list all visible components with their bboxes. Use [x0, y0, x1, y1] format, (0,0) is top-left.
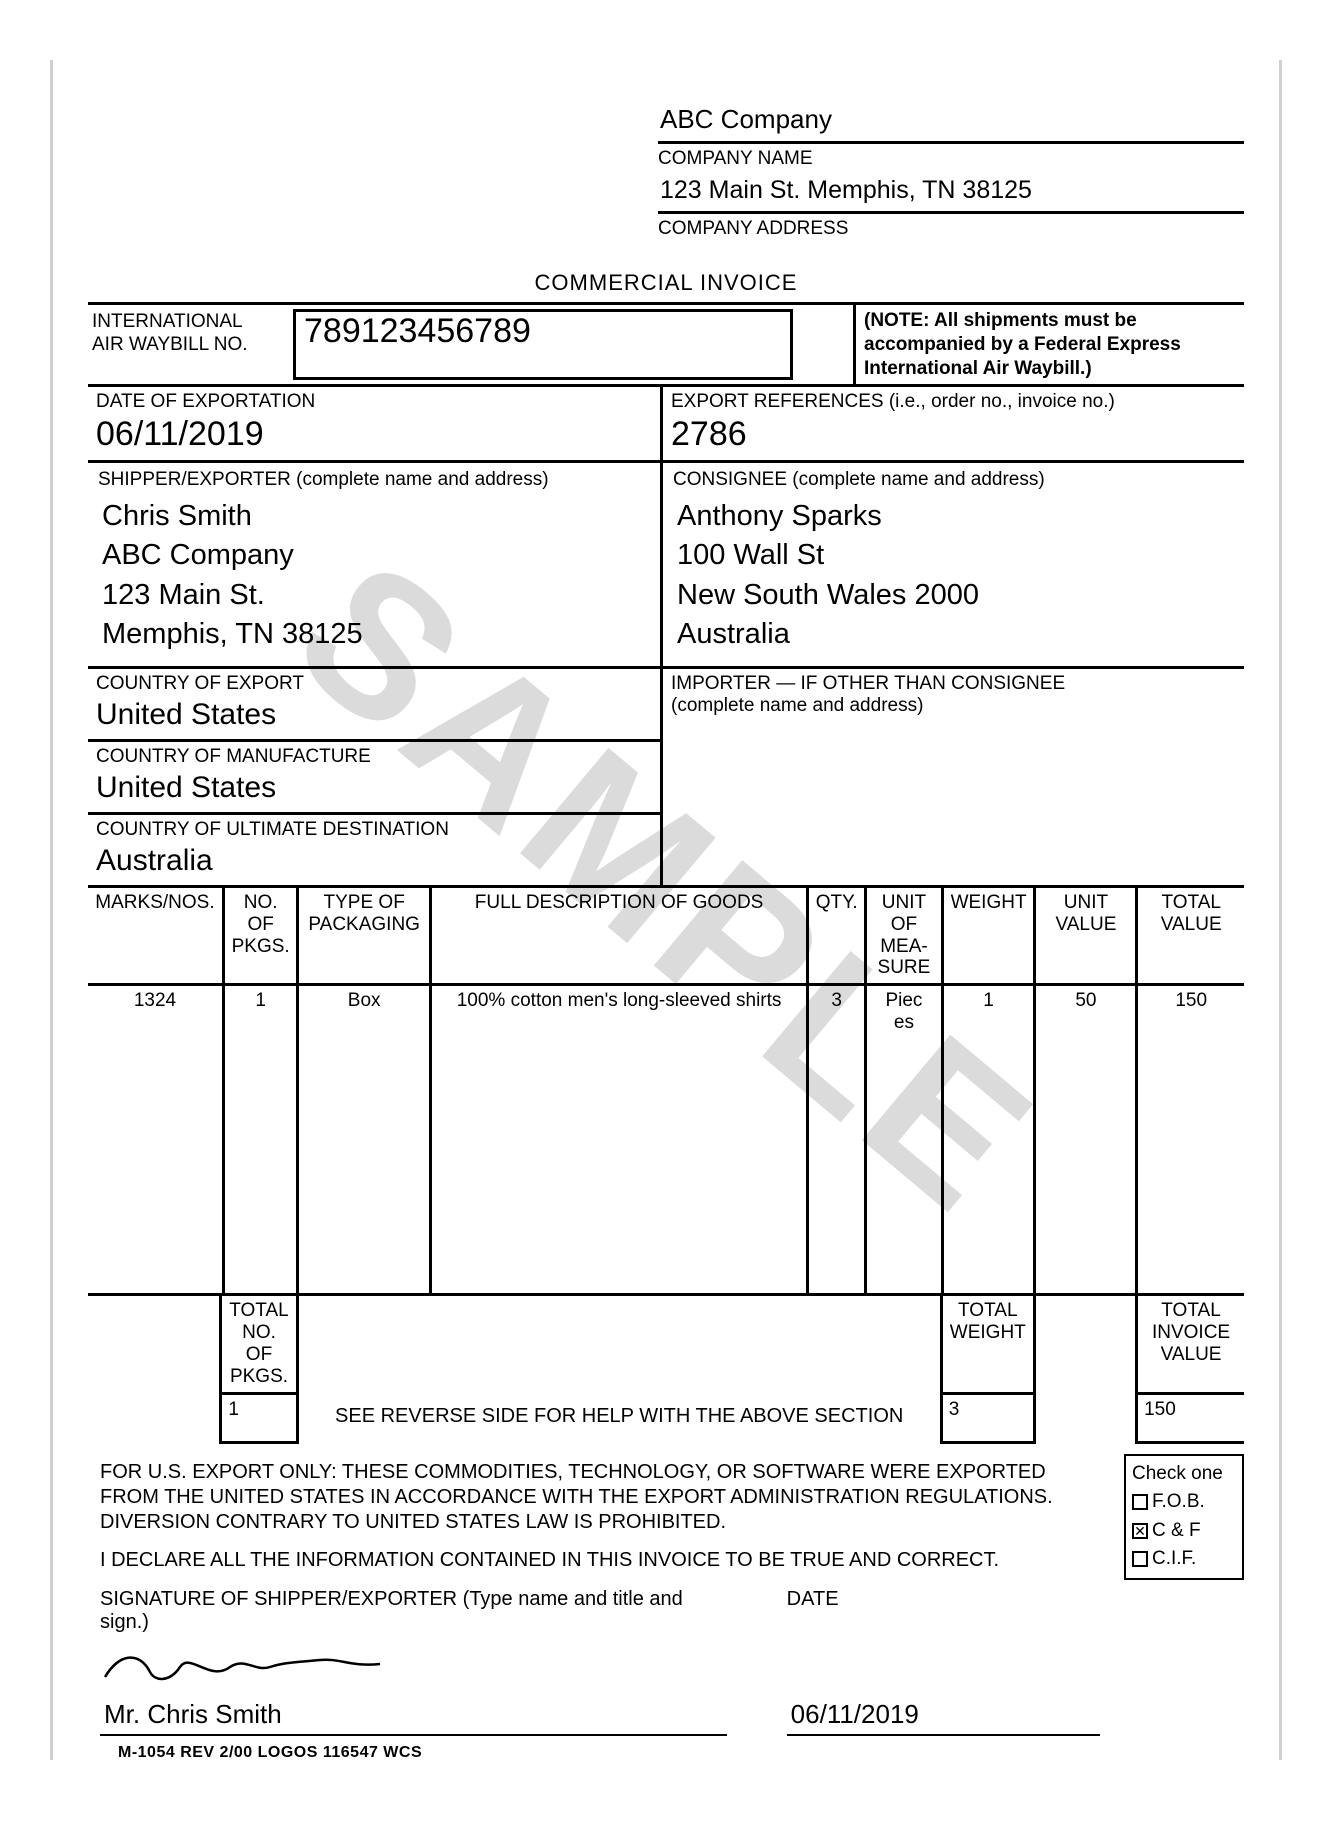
signature-label: SIGNATURE OF SHIPPER/EXPORTER (Type name…: [100, 1588, 727, 1634]
country-export-label: COUNTRY OF EXPORT: [96, 673, 652, 697]
total-invoice-label: TOTAL INVOICE VALUE: [1137, 1296, 1244, 1393]
goods-cell: Box: [298, 985, 431, 1295]
check-option-label: F.O.B.: [1152, 1491, 1205, 1512]
declaration-text: I DECLARE ALL THE INFORMATION CONTAINED …: [100, 1541, 1100, 1580]
check-option[interactable]: ✕C & F: [1132, 1517, 1236, 1546]
goods-cell: Piec es: [866, 985, 942, 1295]
goods-cell: 1324: [88, 985, 223, 1295]
consignee-line: 100 Wall St: [677, 536, 1230, 575]
signature-date[interactable]: 06/11/2019: [787, 1697, 1100, 1736]
total-weight-label: TOTAL WEIGHT: [941, 1296, 1034, 1393]
waybill-label: INTERNATIONAL AIR WAYBILL NO.: [88, 305, 293, 384]
check-one-box: Check one F.O.B.✕C & FC.I.F.: [1124, 1454, 1244, 1580]
date-label: DATE: [787, 1588, 1100, 1611]
export-disclaimer: FOR U.S. EXPORT ONLY: THESE COMMODITIES,…: [100, 1454, 1100, 1541]
goods-cell: 3: [808, 985, 866, 1295]
goods-cell: 150: [1137, 985, 1244, 1295]
goods-header-cell: TYPE OF PACKAGING: [298, 886, 431, 984]
date-export-label: DATE OF EXPORTATION: [96, 391, 652, 415]
consignee-line: New South Wales 2000: [677, 576, 1230, 615]
checkbox-icon[interactable]: ✕: [1132, 1523, 1148, 1539]
goods-header-cell: MARKS/NOS.: [88, 886, 223, 984]
goods-header-cell: UNIT VALUE: [1035, 886, 1137, 984]
total-pkgs-label: TOTAL NO. OF PKGS.: [221, 1296, 297, 1393]
country-export-value[interactable]: United States: [96, 698, 276, 731]
company-address-value: 123 Main St. Memphis, TN 38125: [660, 176, 1032, 204]
export-ref-label: EXPORT REFERENCES (i.e., order no., invo…: [671, 391, 1236, 415]
shipper-line: Memphis, TN 38125: [102, 615, 646, 654]
date-export-value[interactable]: 06/11/2019: [96, 415, 264, 453]
goods-header-cell: FULL DESCRIPTION OF GOODS: [430, 886, 807, 984]
waybill-number[interactable]: 789123456789: [293, 309, 793, 380]
shipper-line: 123 Main St.: [102, 576, 646, 615]
goods-cell: 100% cotton men's long-sleeved shirts: [430, 985, 807, 1295]
total-invoice-value: 150: [1137, 1393, 1244, 1442]
importer-label: IMPORTER — IF OTHER THAN CONSIGNEE: [671, 673, 1236, 695]
signature-icon: [100, 1642, 400, 1692]
country-manufacture-value[interactable]: United States: [96, 771, 276, 804]
country-destination-value[interactable]: Australia: [96, 844, 213, 877]
goods-header-cell: QTY.: [808, 886, 866, 984]
export-ref-value[interactable]: 2786: [671, 415, 747, 453]
country-destination-label: COUNTRY OF ULTIMATE DESTINATION: [96, 819, 652, 843]
see-reverse-note: SEE REVERSE SIDE FOR HELP WITH THE ABOVE…: [305, 1397, 934, 1438]
goods-header-cell: UNIT OF MEA- SURE: [866, 886, 942, 984]
check-option-label: C.I.F.: [1152, 1548, 1196, 1569]
checkbox-icon[interactable]: [1132, 1494, 1148, 1510]
total-pkgs-value: 1: [221, 1393, 297, 1442]
importer-sublabel: (complete name and address): [671, 695, 1236, 717]
signature-name[interactable]: Mr. Chris Smith: [100, 1697, 727, 1736]
company-name-value: ABC Company: [660, 104, 832, 134]
checkbox-icon[interactable]: [1132, 1551, 1148, 1567]
goods-cell: 50: [1035, 985, 1137, 1295]
total-weight-value: 3: [941, 1393, 1034, 1442]
company-name-label: COMPANY NAME: [658, 144, 1244, 170]
goods-cell: 1: [942, 985, 1035, 1295]
goods-header-cell: WEIGHT: [942, 886, 1035, 984]
check-option-label: C & F: [1152, 1520, 1201, 1541]
goods-header-cell: NO. OF PKGS.: [223, 886, 298, 984]
consignee-label: CONSIGNEE (complete name and address): [673, 469, 1234, 491]
consignee-line: Australia: [677, 615, 1230, 654]
totals-table: TOTAL NO. OF PKGS. TOTAL WEIGHT TOTAL IN…: [88, 1296, 1244, 1443]
check-one-title: Check one: [1132, 1460, 1236, 1489]
invoice-title: COMMERCIAL INVOICE: [88, 270, 1244, 302]
shipper-line: Chris Smith: [102, 497, 646, 536]
form-revision: M-1054 REV 2/00 LOGOS 116547 WCS: [88, 1736, 1244, 1762]
goods-cell: 1: [223, 985, 298, 1295]
check-option[interactable]: F.O.B.: [1132, 1488, 1236, 1517]
goods-table: MARKS/NOS.NO. OF PKGS.TYPE OF PACKAGINGF…: [88, 885, 1244, 1296]
shipper-label: SHIPPER/EXPORTER (complete name and addr…: [98, 469, 650, 491]
waybill-note: (NOTE: All shipments must be accompanied…: [853, 305, 1244, 384]
shipper-line: ABC Company: [102, 536, 646, 575]
company-address-label: COMPANY ADDRESS: [658, 214, 1244, 240]
consignee-line: Anthony Sparks: [677, 497, 1230, 536]
country-manufacture-label: COUNTRY OF MANUFACTURE: [96, 746, 652, 770]
company-header: ABC Company COMPANY NAME 123 Main St. Me…: [658, 100, 1244, 240]
check-option[interactable]: C.I.F.: [1132, 1545, 1236, 1574]
goods-header-cell: TOTAL VALUE: [1137, 886, 1244, 984]
